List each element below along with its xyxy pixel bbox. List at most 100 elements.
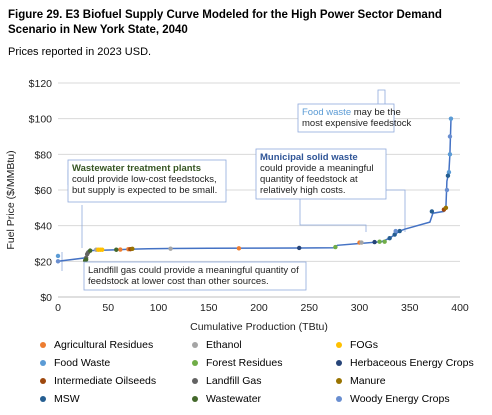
- data-point: [392, 232, 397, 237]
- data-point: [444, 187, 450, 193]
- x-tick-label: 50: [102, 302, 114, 314]
- data-point: [55, 253, 61, 259]
- x-tick-label: 300: [351, 302, 369, 314]
- y-tick-labels: $0 $20 $40 $60 $80 $100 $120: [29, 78, 53, 304]
- y-tick-label: $100: [29, 114, 53, 126]
- legend-marker: [192, 342, 198, 348]
- annotation-box: [255, 148, 387, 200]
- data-point: [87, 248, 93, 253]
- supply-curve-chart: $0 $20 $40 $60 $80 $100 $120 0 50 100 150 200 250 30…: [5, 78, 469, 333]
- data-point: [429, 209, 435, 214]
- annotation-box: [67, 159, 227, 203]
- y-tick-label: $40: [34, 221, 52, 233]
- annotation-line: relatively high costs.: [260, 185, 346, 196]
- legend-item: FOGs: [336, 339, 378, 351]
- legend-label: Ethanol: [206, 339, 242, 351]
- legend-item: Herbaceous Energy Crops: [336, 357, 474, 369]
- legend-item: Wastewater: [192, 393, 261, 405]
- legend-label: Forest Residues: [206, 357, 283, 369]
- legend-marker: [336, 360, 342, 366]
- legend-marker: [336, 342, 342, 348]
- legend-item: MSW: [40, 393, 80, 405]
- legend-item: Woody Energy Crops: [336, 393, 450, 405]
- legend-label: Food Waste: [54, 357, 111, 369]
- annotation-lead: Municipal solid waste: [260, 152, 358, 163]
- data-point: [118, 247, 123, 252]
- data-point: [447, 134, 453, 139]
- annotation-line: could provide low-cost feedstocks,: [72, 174, 217, 185]
- data-point: [448, 116, 454, 121]
- annotation-lead: Wastewater treatment plants: [72, 163, 201, 174]
- x-tick-labels: 0 50 100 150 200 250 300 350 400: [55, 302, 469, 314]
- data-point: [372, 239, 377, 245]
- data-point: [397, 228, 402, 234]
- annotation-line: but supply is expected to be small.: [72, 185, 217, 196]
- legend-marker: [192, 378, 198, 384]
- x-tick-label: 150: [200, 302, 218, 314]
- x-axis-label: Cumulative Production (TBtu): [190, 321, 328, 333]
- y-tick-label: $0: [40, 292, 52, 304]
- legend-label: Manure: [350, 375, 386, 387]
- annotation-box: [83, 261, 307, 291]
- data-point: [236, 246, 242, 251]
- annotation-lead: Food waste may be the: [302, 107, 401, 118]
- x-tick-label: 350: [401, 302, 419, 314]
- y-tick-label: $120: [29, 78, 53, 90]
- data-point: [387, 235, 392, 241]
- legend-item: Manure: [336, 375, 386, 387]
- data-point: [297, 245, 302, 251]
- data-point: [114, 247, 119, 252]
- legend-marker: [40, 396, 46, 402]
- legend-item: Ethanol: [192, 339, 242, 351]
- x-tick-label: 0: [55, 302, 61, 314]
- legend-label: Woody Energy Crops: [350, 393, 450, 405]
- legend-item: Food Waste: [40, 357, 110, 369]
- legend-marker: [40, 342, 46, 348]
- x-tick-label: 200: [250, 302, 268, 314]
- x-tick-label: 250: [300, 302, 318, 314]
- data-point: [130, 246, 135, 252]
- legend-label: MSW: [54, 393, 80, 405]
- data-point: [447, 152, 453, 157]
- legend-marker: [336, 378, 342, 384]
- data-point: [55, 259, 61, 264]
- data-points: [55, 116, 454, 264]
- legend-item: Forest Residues: [192, 357, 282, 369]
- legend-marker: [336, 396, 342, 402]
- annotation-line: feedstock at lower cost than other sourc…: [88, 276, 269, 287]
- legend-label: Landfill Gas: [206, 375, 262, 387]
- legend-marker: [40, 378, 46, 384]
- y-tick-label: $80: [34, 149, 52, 161]
- figure-title: Figure 29. E3 Biofuel Supply Curve Model…: [8, 9, 442, 36]
- data-point: [382, 239, 387, 244]
- data-point: [377, 239, 382, 244]
- y-tick-label: $20: [34, 256, 52, 268]
- legend-item: Agricultural Residues: [40, 339, 153, 351]
- legend-label: Agricultural Residues: [54, 339, 154, 351]
- data-point: [100, 247, 105, 252]
- legend-marker: [40, 360, 46, 366]
- data-point: [359, 240, 364, 245]
- data-point: [393, 228, 398, 234]
- figure-subtitle: Prices reported in 2023 USD.: [8, 46, 152, 58]
- data-point: [83, 257, 89, 262]
- data-point: [445, 173, 451, 178]
- data-point: [168, 246, 173, 251]
- y-axis-label: Fuel Price ($/MMBtu): [5, 150, 17, 249]
- data-point: [443, 205, 449, 211]
- x-tick-label: 400: [451, 302, 469, 314]
- legend-label: Wastewater: [206, 393, 262, 405]
- annotation-line: could provide a meaningful: [260, 163, 374, 174]
- annotation-line: Landfill gas could provide a meaningful …: [88, 265, 299, 276]
- legend-label: FOGs: [350, 339, 378, 351]
- legend-marker: [192, 396, 198, 402]
- legend-label: Herbaceous Energy Crops: [350, 357, 474, 369]
- legend-item: Landfill Gas: [192, 375, 261, 387]
- data-point: [333, 244, 338, 250]
- data-point: [446, 169, 452, 175]
- annotation-line: most expensive feedstock: [302, 118, 412, 129]
- legend-label: Intermediate Oilseeds: [54, 375, 157, 387]
- annotation-box: [297, 103, 395, 133]
- x-tick-label: 100: [150, 302, 168, 314]
